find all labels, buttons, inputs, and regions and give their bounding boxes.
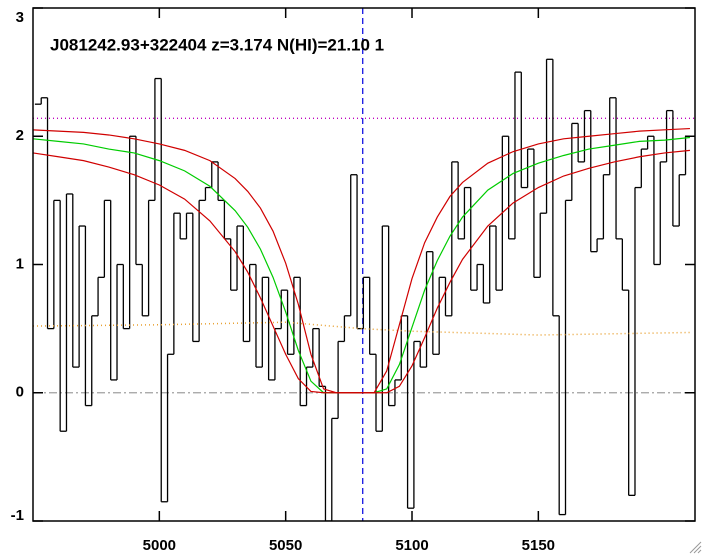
y-tick-label: 0 (16, 384, 24, 401)
y-tick-label: 3 (16, 9, 24, 26)
plot-area (33, 8, 695, 521)
y-tick-label: 1 (16, 255, 24, 272)
x-tick-label: 5050 (269, 537, 302, 554)
x-tick-label: 5150 (522, 537, 555, 554)
x-tick-label: 5100 (395, 537, 428, 554)
model-line (33, 149, 691, 394)
x-tick-label: 5000 (143, 537, 176, 554)
resize-grip (689, 541, 702, 554)
chart-title: J081242.93+322404 z=3.174 N(HI)=21.10 1 (50, 35, 384, 54)
y-tick-label: -1 (11, 507, 24, 524)
model-line (33, 321, 690, 336)
y-tick-label: 2 (16, 127, 24, 144)
